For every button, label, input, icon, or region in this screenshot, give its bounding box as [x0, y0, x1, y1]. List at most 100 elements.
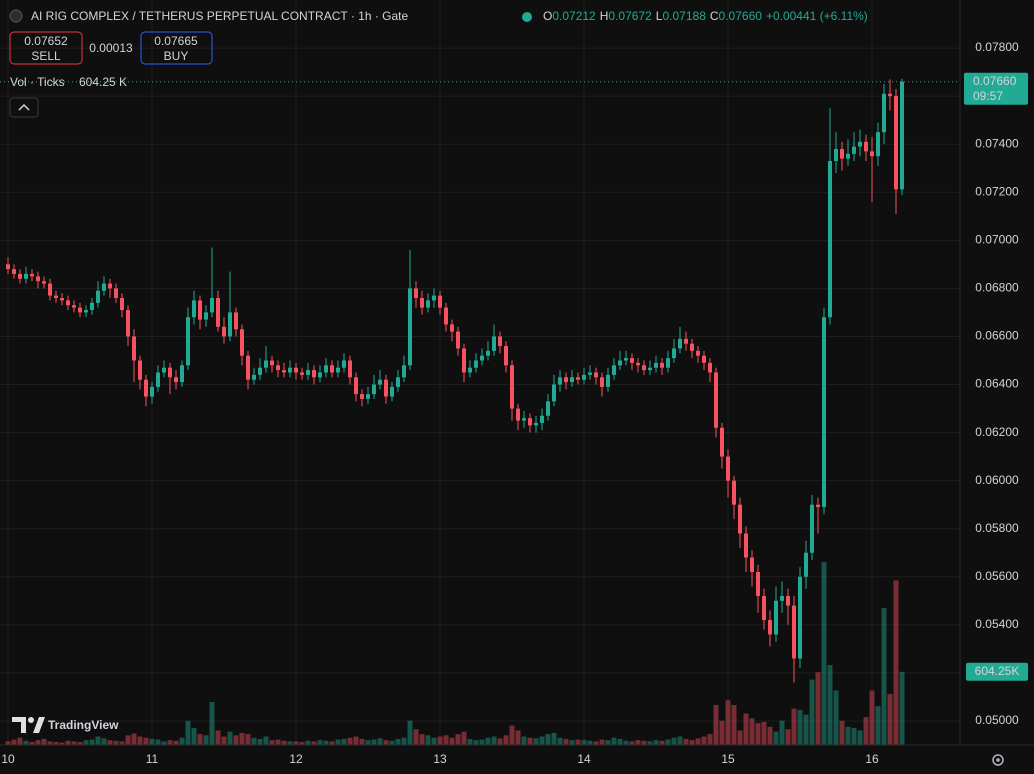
- volume-badge: [966, 662, 1028, 681]
- volume-bar: [683, 738, 689, 745]
- volume-bar: [539, 736, 545, 745]
- candle-body: [437, 295, 442, 308]
- buy-button[interactable]: [140, 31, 213, 65]
- volume-bar: [443, 735, 449, 745]
- candle-body: [203, 312, 208, 320]
- volume-bar: [419, 734, 425, 745]
- volume-bar: [503, 735, 509, 745]
- volume-bar: [653, 740, 659, 745]
- candle-body: [485, 350, 490, 356]
- volume-bar: [359, 738, 365, 745]
- candle-body: [731, 480, 736, 505]
- candle-body: [857, 141, 862, 147]
- candle-body: [509, 365, 514, 409]
- volume-bar: [851, 728, 857, 745]
- volume-bar: [395, 738, 401, 745]
- candle-body: [689, 343, 694, 351]
- candle-body: [623, 358, 628, 361]
- volume-bar: [551, 732, 557, 745]
- candle-body: [53, 295, 58, 298]
- volume-bar: [29, 741, 35, 745]
- settings-button[interactable]: [992, 754, 1004, 766]
- volume-bar: [863, 717, 869, 745]
- volume-bar: [797, 709, 803, 745]
- legend-value: 0.07212: [552, 9, 596, 23]
- candle-body: [473, 360, 478, 368]
- volume-bar: [581, 740, 587, 745]
- candle-body: [407, 288, 412, 366]
- volume-bar: [641, 740, 647, 745]
- ohlc-legend: O0.07212 H0.07672 L0.07188 C0.07660 +0.00441…: [543, 9, 868, 23]
- x-tick-label: 16: [865, 752, 879, 766]
- volume-bar: [509, 725, 515, 745]
- candle-body: [197, 300, 202, 320]
- candle-body: [629, 358, 634, 363]
- candle-body: [341, 360, 346, 368]
- candle-body: [233, 312, 238, 330]
- volume-bar: [491, 736, 497, 745]
- candle-body: [239, 329, 244, 356]
- legend-key: C: [710, 9, 719, 23]
- candle-body: [521, 418, 526, 421]
- volume-bar: [251, 737, 257, 745]
- candle-body: [191, 300, 196, 318]
- candle-body: [251, 374, 256, 380]
- candle-body: [773, 600, 778, 635]
- candle-body: [665, 358, 670, 368]
- candle-body: [635, 362, 640, 366]
- x-tick-label: 11: [146, 752, 159, 766]
- sell-price: 0.07652: [24, 34, 68, 48]
- candle-body: [317, 372, 322, 378]
- legend-value: 0.07188: [662, 9, 706, 23]
- watermark: TradingView: [48, 718, 119, 732]
- volume-bar: [179, 737, 185, 745]
- volume-bar: [287, 741, 293, 745]
- sell-button[interactable]: [9, 31, 83, 65]
- candle-body: [335, 367, 340, 373]
- volume-bar: [593, 741, 599, 745]
- candle-body: [803, 552, 808, 577]
- candle-body: [389, 386, 394, 397]
- volume-bar: [425, 735, 431, 745]
- candle-body: [833, 149, 838, 162]
- candle-body: [863, 141, 868, 152]
- volume-bar: [623, 740, 629, 745]
- candle-body: [377, 379, 382, 385]
- volume-bar: [611, 737, 617, 745]
- candle-body: [425, 300, 430, 308]
- volume-bar: [659, 740, 665, 745]
- volume-bar: [887, 694, 893, 745]
- candle-body: [89, 302, 94, 311]
- candle-body: [893, 96, 898, 190]
- candle-body: [671, 348, 676, 359]
- volume-bar: [881, 608, 887, 745]
- volume-bar: [455, 734, 461, 745]
- volume-bar: [515, 730, 521, 745]
- candle-body: [179, 365, 184, 383]
- volume-bar: [59, 742, 65, 745]
- collapse-icon: [18, 103, 30, 111]
- volume-bar: [767, 726, 773, 745]
- candle-body: [737, 504, 742, 534]
- volume-bar: [731, 705, 737, 745]
- volume-bar: [377, 738, 383, 745]
- volume-bar: [35, 740, 41, 745]
- buy-price: 0.07665: [154, 34, 198, 48]
- volume-bar: [341, 738, 347, 745]
- y-tick-label: 0.05800: [975, 521, 1019, 535]
- candle-body: [479, 355, 484, 361]
- volume-bar: [833, 690, 839, 745]
- candle-body: [173, 377, 178, 383]
- volume-title: Vol · Ticks: [10, 75, 65, 89]
- collapse-button[interactable]: [9, 97, 39, 118]
- candle-body: [293, 367, 298, 373]
- volume-bar: [647, 741, 653, 745]
- candle-body: [527, 418, 532, 426]
- y-tick-label: 0.06600: [975, 329, 1019, 343]
- volume-bar: [467, 738, 473, 745]
- volume-bar: [437, 736, 443, 745]
- candle-body: [419, 298, 424, 308]
- candle-body: [413, 288, 418, 298]
- legend-value: 0.07660: [719, 9, 763, 23]
- candle-body: [395, 377, 400, 387]
